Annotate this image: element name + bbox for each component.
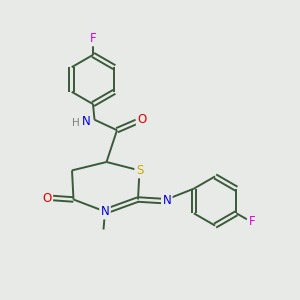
Text: N: N [82, 115, 91, 128]
Text: N: N [100, 205, 109, 218]
Text: S: S [136, 164, 143, 177]
Text: H: H [72, 118, 80, 128]
Text: N: N [162, 194, 171, 208]
Text: F: F [90, 32, 96, 45]
Text: O: O [137, 113, 146, 126]
Text: O: O [43, 191, 52, 205]
Text: F: F [249, 215, 255, 228]
